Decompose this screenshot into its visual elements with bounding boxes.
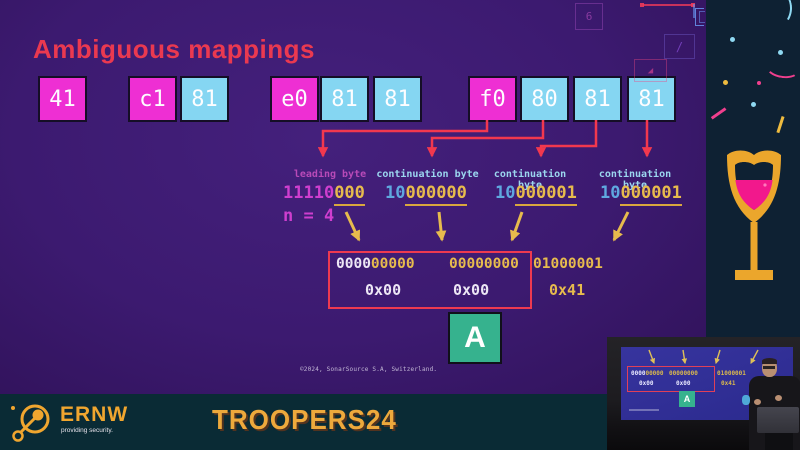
confetti-arc: [738, 0, 798, 38]
deco-line: [693, 4, 695, 18]
laptop: [757, 407, 799, 433]
slide-copyright: ©2024, SonarSource S.A, Switzerland.: [300, 366, 438, 373]
byte-box: 81: [373, 76, 422, 122]
n-equals-label: n = 4: [283, 206, 335, 226]
binary-prefix: 10: [600, 183, 621, 203]
binary-prefix: 11110: [283, 183, 335, 203]
mini-decoded-box: [627, 366, 715, 392]
mini-bits: 00000000: [669, 370, 698, 377]
mini-hex: 0x41: [721, 380, 736, 387]
presenter-hair: [762, 358, 777, 364]
binary-payload: 000001: [620, 183, 682, 206]
confetti-dot: [730, 37, 735, 42]
decoded-hex: 0x41: [549, 281, 586, 299]
presenter-hand: [775, 395, 782, 401]
binary-payload: 000: [334, 183, 365, 206]
mini-bits: 01000001: [717, 370, 746, 377]
ernw-logo-icon: [11, 404, 50, 442]
decoded-bits: 00000000: [449, 256, 519, 272]
presenter-hand: [754, 399, 761, 405]
confetti-dot: [751, 102, 756, 107]
binary-byte: 10000001: [495, 183, 577, 206]
mini-payload-bits: 00000: [645, 370, 664, 377]
byte-box: c1: [128, 76, 177, 122]
presentation-slide: Ambiguous mappings 41 c1 81 e0 81 81 f0 …: [0, 0, 706, 394]
ernw-wordmark: ERNW: [60, 403, 129, 426]
byte-box: 81: [320, 76, 369, 122]
mini-mascot-icon: [742, 395, 750, 405]
binary-payload: 000001: [515, 183, 577, 206]
decoded-hex: 0x00: [365, 281, 402, 299]
laptop-stand: [765, 433, 793, 450]
slide-title: Ambiguous mappings: [33, 34, 315, 64]
confetti-dot: [723, 80, 728, 85]
decoded-bytes-box: [328, 251, 532, 309]
deco-node: [640, 3, 644, 7]
deco-square-glyph: 6: [575, 3, 603, 30]
byte-box: 81: [573, 76, 622, 122]
presenter-glasses: [763, 366, 775, 369]
mini-bits: 000000000: [631, 370, 664, 377]
byte-role-label: continuation byte: [598, 169, 672, 191]
deco-line: [643, 4, 693, 6]
binary-prefix: 10: [385, 183, 406, 203]
mini-hex: 0x00: [639, 380, 654, 387]
byte-box: 80: [520, 76, 569, 122]
decoded-bits: 01000001: [533, 256, 603, 272]
binary-prefix: 10: [495, 183, 516, 203]
deco-bracket-icon: [695, 8, 704, 26]
ernw-tagline: providing security.: [61, 427, 113, 434]
padding-bits: 0000: [336, 256, 371, 272]
binary-byte: 10000001: [600, 183, 682, 206]
decoded-bits: 000000000: [336, 256, 415, 272]
byte-box: 41: [38, 76, 87, 122]
deco-square-glyph: /: [664, 34, 695, 59]
binary-byte: 11110000: [283, 183, 365, 206]
decoded-character-box: A: [448, 312, 502, 364]
confetti-dot: [778, 50, 783, 55]
event-footer: ERNW providing security. TROOPERS24: [0, 394, 607, 450]
byte-role-label: leading byte: [293, 169, 367, 180]
byte-box: 81: [180, 76, 229, 122]
deco-bracket-icon: [699, 11, 705, 23]
decoded-hex: 0x00: [453, 281, 490, 299]
mini-pad-bits: 0000: [631, 370, 646, 377]
byte-role-label: continuation byte: [376, 169, 479, 180]
speaker-video-feed: 000000000 00000000 01000001 0x00 0x00 0x…: [607, 337, 800, 450]
confetti-streamer: [776, 116, 785, 133]
deco-square-glyph: ◢: [634, 59, 667, 82]
payload-bits: 00000: [370, 256, 415, 272]
side-banner: [706, 0, 800, 337]
troopers24-logo: TROOPERS24: [212, 403, 397, 436]
binary-payload: 000000: [405, 183, 467, 206]
mini-decoded-character: A: [679, 391, 695, 407]
confetti-dot: [757, 81, 761, 85]
confetti-arc: [764, 55, 800, 81]
byte-box: f0: [468, 76, 517, 122]
binary-byte: 10000000: [385, 183, 467, 206]
confetti-streamer: [710, 107, 727, 120]
mini-arrows: [648, 349, 759, 365]
mini-hex: 0x00: [676, 380, 691, 387]
byte-box: 81: [627, 76, 676, 122]
byte-box: e0: [270, 76, 319, 122]
wine-glass-icon: [727, 150, 781, 280]
byte-role-label: continuation byte: [493, 169, 567, 191]
mini-copyright: [629, 409, 659, 411]
